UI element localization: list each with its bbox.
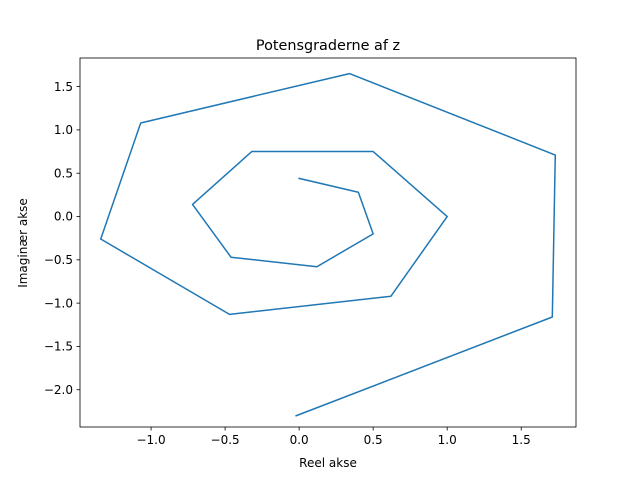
x-tick-label: −1.0 — [136, 433, 165, 447]
x-tick-label: 0.0 — [290, 433, 309, 447]
y-tick-label: −2.0 — [44, 383, 73, 397]
series-line-0 — [99, 72, 557, 417]
chart-title: Potensgraderne af z — [256, 38, 400, 54]
x-tick-label: 1.0 — [438, 433, 457, 447]
y-axis-label: Imaginær akse — [16, 198, 30, 288]
plot-area — [79, 57, 577, 428]
y-tick-label: −0.5 — [44, 253, 73, 267]
x-tick-label: 1.5 — [512, 433, 531, 447]
x-axis-label: Reel akse — [299, 456, 357, 470]
plot-frame — [79, 57, 577, 428]
x-tick-label: 0.5 — [364, 433, 383, 447]
y-axis: −2.0 −1.5 −1.0 −0.5 0.0 0.5 1.0 1.5 — [44, 80, 80, 397]
x-tick-label: −0.5 — [211, 433, 240, 447]
y-tick-label: 0.0 — [54, 210, 73, 224]
y-tick-label: −1.5 — [44, 340, 73, 354]
y-tick-label: 0.5 — [54, 166, 73, 180]
y-tick-label: 1.5 — [54, 80, 73, 94]
y-tick-label: −1.0 — [44, 296, 73, 310]
x-axis: −1.0 −0.5 0.0 0.5 1.0 1.5 — [136, 427, 531, 447]
y-tick-label: 1.0 — [54, 123, 73, 137]
